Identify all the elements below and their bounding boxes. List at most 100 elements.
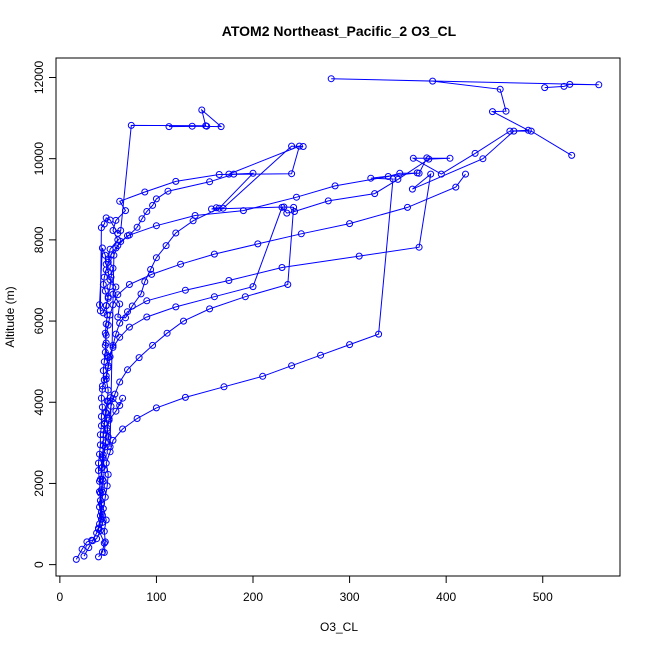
data-point xyxy=(102,260,110,268)
data-point xyxy=(106,394,114,402)
data-point xyxy=(117,227,125,234)
data-point xyxy=(98,463,106,471)
data-point xyxy=(109,264,117,272)
data-point xyxy=(208,205,215,213)
data-point xyxy=(355,252,363,260)
x-tick-label: 0 xyxy=(57,590,64,604)
x-axis-label: O3_CL xyxy=(320,620,358,634)
data-point xyxy=(317,351,325,359)
data-point xyxy=(230,170,238,178)
data-point xyxy=(375,330,383,338)
data-point xyxy=(327,75,335,83)
data-point xyxy=(409,154,417,162)
data-point xyxy=(371,190,379,198)
data-point xyxy=(429,77,437,85)
data-point xyxy=(462,170,469,178)
data-point xyxy=(291,208,298,215)
data-point xyxy=(105,415,113,422)
data-point xyxy=(114,291,122,299)
plot-frame xyxy=(55,57,621,577)
y-tick-label: 0 xyxy=(32,561,46,568)
data-point xyxy=(172,303,180,311)
data-point xyxy=(198,106,206,114)
data-point xyxy=(496,85,504,93)
data-point xyxy=(147,266,155,273)
data-point xyxy=(112,283,120,291)
data-point xyxy=(212,204,220,212)
data-point xyxy=(97,413,105,420)
data-point xyxy=(180,317,187,325)
data-point xyxy=(427,170,435,178)
data-point xyxy=(112,407,120,415)
data-point xyxy=(541,84,549,92)
series-line-7 xyxy=(102,172,418,553)
data-point xyxy=(78,545,86,553)
data-point xyxy=(104,321,112,329)
data-point xyxy=(104,268,112,276)
data-point xyxy=(116,378,124,386)
data-point xyxy=(415,243,423,251)
data-point xyxy=(177,260,185,268)
data-point xyxy=(437,170,445,178)
data-point xyxy=(97,394,105,402)
data-point xyxy=(85,544,93,552)
data-point xyxy=(413,169,421,177)
data-point xyxy=(104,471,112,478)
data-point xyxy=(165,123,173,131)
data-point xyxy=(112,244,120,252)
data-point xyxy=(100,549,108,556)
data-point xyxy=(425,155,433,163)
series-line-3 xyxy=(83,157,428,557)
data-point xyxy=(181,286,189,294)
y-axis-label: Altitude (m) xyxy=(3,286,17,347)
data-point xyxy=(125,231,133,239)
data-point xyxy=(502,107,510,115)
data-point xyxy=(109,301,117,309)
y-axis: 0 2000 4000 6000 8000 10000 12000 xyxy=(32,60,57,568)
data-point xyxy=(527,127,535,135)
data-point xyxy=(164,187,172,195)
data-point xyxy=(288,362,296,370)
data-point xyxy=(254,240,262,248)
data-point xyxy=(225,170,233,178)
data-point xyxy=(203,122,211,130)
data-point xyxy=(98,403,106,411)
data-point xyxy=(99,281,107,288)
x-axis: 0 100 200 300 400 500 xyxy=(57,575,553,604)
data-point xyxy=(109,436,117,444)
data-point xyxy=(143,313,151,321)
data-point xyxy=(290,203,298,211)
data-point xyxy=(109,290,117,298)
data-point xyxy=(404,203,411,211)
data-point xyxy=(128,302,136,310)
data-point xyxy=(181,393,189,401)
data-point xyxy=(280,203,288,211)
data-point xyxy=(259,372,267,380)
data-point xyxy=(102,516,110,524)
data-point xyxy=(408,185,416,193)
data-point xyxy=(106,276,114,284)
data-point xyxy=(206,178,214,186)
data-point xyxy=(101,251,109,259)
data-point xyxy=(206,305,214,313)
data-point xyxy=(452,183,460,191)
data-point xyxy=(100,220,108,228)
data-point xyxy=(101,287,109,295)
data-point xyxy=(127,121,135,129)
data-point xyxy=(101,439,109,447)
data-point xyxy=(524,126,532,134)
data-point xyxy=(394,175,402,183)
data-point xyxy=(346,220,354,228)
data-point xyxy=(239,207,247,215)
data-point xyxy=(89,537,97,545)
data-point xyxy=(133,223,141,231)
x-tick-label: 100 xyxy=(146,590,166,604)
data-point xyxy=(595,81,603,89)
data-point xyxy=(124,366,131,374)
data-point xyxy=(149,201,157,209)
data-point xyxy=(278,264,286,271)
data-point xyxy=(283,209,291,217)
data-point xyxy=(106,216,114,224)
data-point xyxy=(152,195,160,203)
y-tick-label: 8000 xyxy=(32,226,46,253)
